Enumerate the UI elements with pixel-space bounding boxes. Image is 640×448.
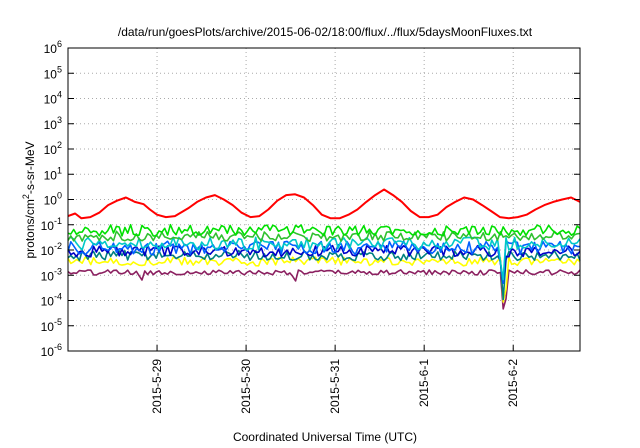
y-tick-label: 10-6 — [41, 342, 62, 359]
series-line — [67, 256, 581, 303]
y-tick-label: 106 — [44, 39, 62, 56]
chart-title: /data/run/goesPlots/archive/2015-06-02/1… — [118, 25, 533, 39]
y-tick-label: 101 — [44, 165, 62, 182]
x-axis: 2015-5-29 2015-5-30 2015-5-31 2015-6-1 2015-… — [150, 345, 520, 414]
y-tick-label: 10-1 — [41, 216, 62, 233]
y-tick-label: 10-2 — [41, 241, 62, 258]
y-axis-label: protons/cm2-s-sr-MeV — [21, 141, 37, 258]
y-tick-label: 102 — [44, 140, 62, 157]
y-tick-label: 100 — [44, 191, 62, 208]
x-tick-label: 2015-6-2 — [506, 359, 520, 407]
series-layer — [67, 188, 581, 310]
x-tick-label: 2015-6-1 — [417, 359, 431, 407]
y-tick-label: 10-5 — [41, 317, 62, 334]
series-line — [67, 188, 581, 220]
y-tick-label: 103 — [44, 115, 62, 132]
y-tick-label: 10-4 — [41, 292, 62, 309]
series-line — [67, 240, 581, 284]
y-tick-label: 105 — [44, 64, 62, 81]
x-tick-label: 2015-5-29 — [150, 359, 164, 414]
series-line — [67, 223, 581, 237]
series-line — [67, 236, 581, 281]
series-line — [67, 269, 581, 310]
series-line — [67, 244, 581, 284]
x-tick-label: 2015-5-31 — [328, 359, 342, 414]
x-axis-label: Coordinated Universal Time (UTC) — [233, 430, 417, 444]
y-tick-label: 10-3 — [41, 266, 62, 283]
y-tick-label: 104 — [44, 90, 62, 107]
y-axis: 10-6 10-5 10-4 10-3 10-2 10-1 100 101 102 103 104 1… — [41, 39, 580, 359]
x-tick-label: 2015-5-30 — [239, 359, 253, 414]
